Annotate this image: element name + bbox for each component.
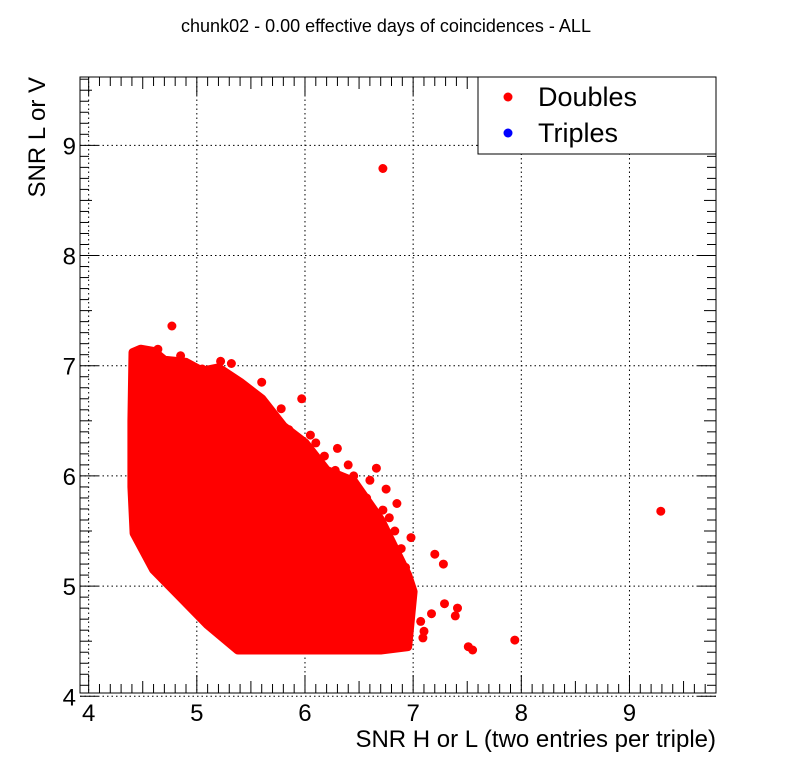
doubles-point (268, 414, 277, 424)
chart-title: chunk02 - 0.00 effective days of coincid… (181, 16, 591, 36)
plot-frame (79, 76, 717, 694)
doubles-point (330, 465, 340, 475)
doubles-point (463, 642, 473, 652)
doubles-point (418, 633, 428, 643)
ticks: 4 5 6 7 8 9 4 5 6 7 8 9 (63, 77, 717, 727)
doubles-point (343, 460, 353, 470)
legend-label-doubles: Doubles (538, 82, 637, 112)
doubles-point (276, 404, 286, 414)
doubles-point (349, 471, 359, 481)
data-layer (127, 164, 666, 655)
doubles-point (392, 499, 402, 508)
legend-marker-triples (503, 128, 513, 138)
doubles-point (440, 599, 449, 609)
doubles-point (438, 559, 448, 569)
doubles-point (319, 451, 329, 461)
x-tick-label: 9 (623, 700, 636, 727)
x-axis-label: SNR H or L (two entries per triple) (355, 726, 716, 753)
doubles-point (430, 549, 440, 559)
doubles-point (656, 506, 666, 516)
doubles-point (216, 356, 226, 366)
doubles-point (453, 603, 462, 613)
doubles-point (140, 346, 150, 356)
y-tick-label: 9 (63, 133, 76, 160)
x-tick-label: 4 (82, 700, 95, 727)
doubles-point (305, 430, 315, 440)
doubles-point (197, 364, 207, 374)
x-tick-label: 7 (406, 700, 419, 727)
y-tick-label: 5 (63, 574, 76, 601)
doubles-point (401, 562, 411, 572)
y-tick-label: 4 (63, 684, 76, 711)
doubles-point (396, 544, 406, 554)
doubles-point (365, 475, 375, 485)
doubles-point (378, 164, 388, 173)
doubles-point (237, 383, 247, 393)
doubles-point (384, 513, 394, 523)
doubles-point (362, 493, 372, 503)
doubles-point (427, 609, 436, 619)
doubles-point (450, 611, 460, 621)
y-tick-label: 7 (63, 354, 76, 381)
doubles-point (246, 399, 256, 409)
doubles-point (416, 616, 426, 626)
doubles-point (297, 394, 307, 404)
doubles-point (354, 487, 364, 497)
doubles-point (398, 587, 408, 597)
legend-label-triples: Triples (538, 118, 618, 148)
doubles-dense-region (127, 344, 418, 655)
doubles-point (181, 359, 191, 368)
doubles-point (257, 377, 267, 387)
doubles-point (406, 533, 416, 543)
doubles-point (176, 351, 186, 361)
doubles-point (167, 321, 177, 331)
doubles-point (390, 526, 400, 536)
legend: Doubles Triples (477, 76, 717, 155)
doubles-point (226, 359, 236, 368)
doubles-point (381, 484, 391, 494)
y-tick-label: 8 (63, 244, 76, 271)
y-tick-label: 6 (63, 464, 76, 491)
x-tick-label: 5 (190, 700, 203, 727)
doubles-point (153, 344, 163, 354)
legend-box (477, 76, 717, 155)
x-tick-label: 6 (298, 700, 311, 727)
doubles-point (510, 635, 520, 645)
doubles-point (132, 346, 142, 356)
doubles-point (378, 505, 388, 515)
legend-marker-doubles (503, 92, 513, 102)
doubles-point (284, 425, 294, 435)
doubles-point (332, 443, 342, 453)
doubles-point (311, 438, 321, 448)
y-axis-label: SNR L or V (24, 77, 51, 197)
doubles-point (371, 463, 381, 473)
x-tick-label: 8 (515, 700, 528, 727)
